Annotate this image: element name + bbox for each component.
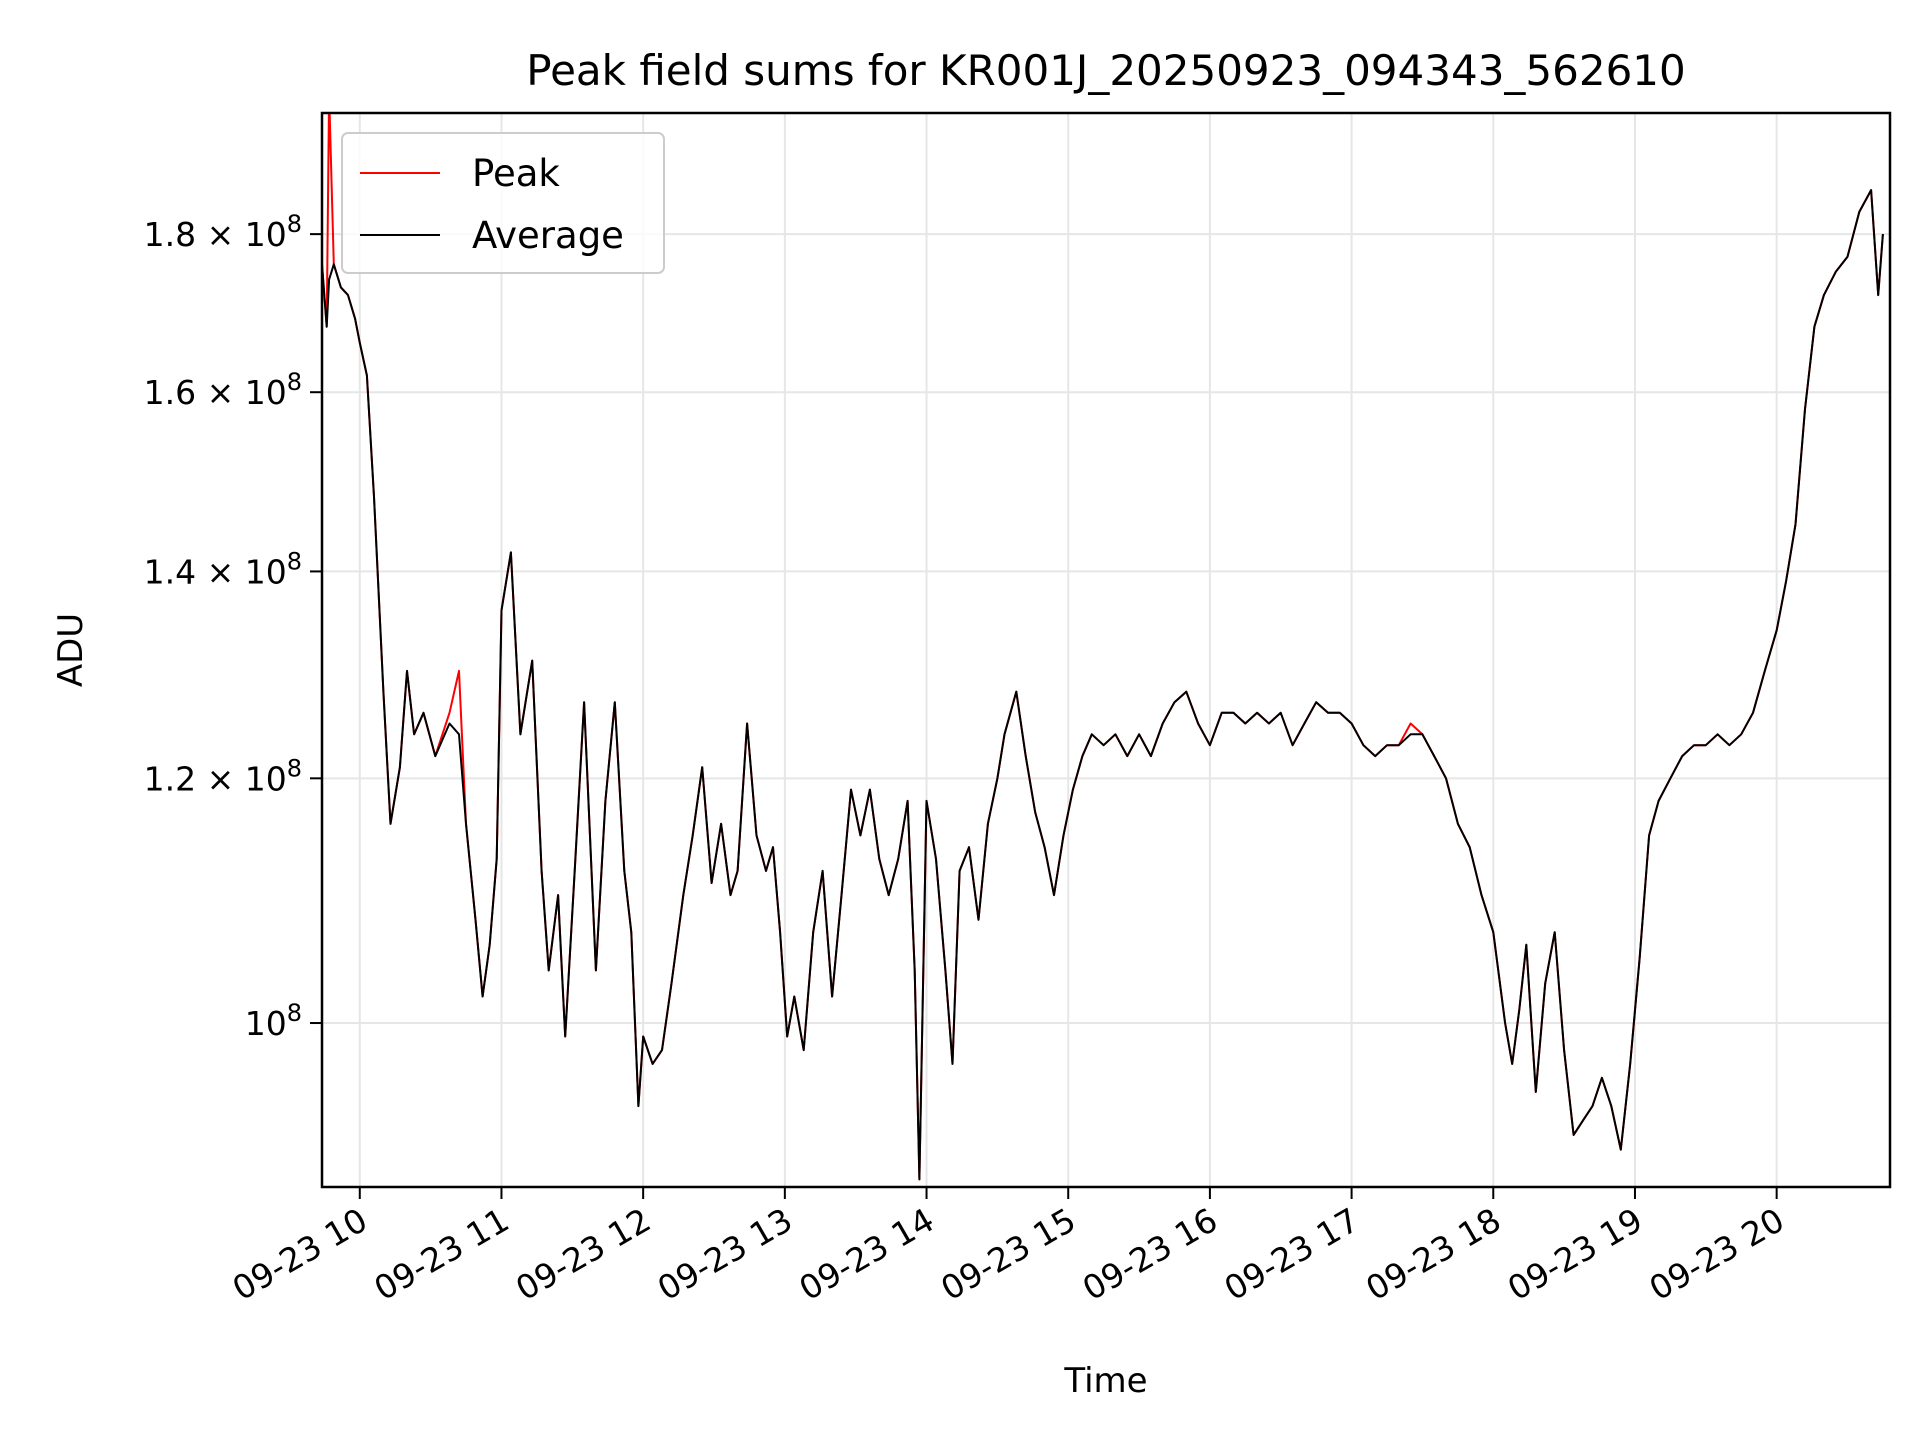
y-axis-label: ADU <box>51 613 91 687</box>
y-tick-label: 108 <box>245 999 302 1043</box>
legend-label-average: Average <box>472 214 624 257</box>
y-tick-exponent: 8 <box>287 210 302 238</box>
y-tick-exponent: 8 <box>287 754 302 782</box>
y-tick-exponent: 8 <box>287 368 302 396</box>
chart-title: Peak field sums for KR001J_20250923_0943… <box>526 46 1686 95</box>
y-tick-label: 1.4 × 108 <box>144 547 302 591</box>
y-tick-label: 1.8 × 108 <box>144 210 302 254</box>
plot-series <box>322 113 1884 1181</box>
y-tick-label: 1.6 × 108 <box>144 368 302 412</box>
y-tick-label: 1.2 × 108 <box>144 754 302 798</box>
x-axis-label: Time <box>1063 1361 1147 1401</box>
plot-area-frame <box>320 111 1892 1189</box>
series-line-average <box>322 189 1884 1181</box>
y-tick-exponent: 8 <box>287 999 302 1027</box>
legend-box <box>341 132 665 274</box>
legend-label-peak: Peak <box>472 152 560 195</box>
legend: Peak Average <box>341 132 665 274</box>
y-tick-exponent: 8 <box>287 547 302 575</box>
